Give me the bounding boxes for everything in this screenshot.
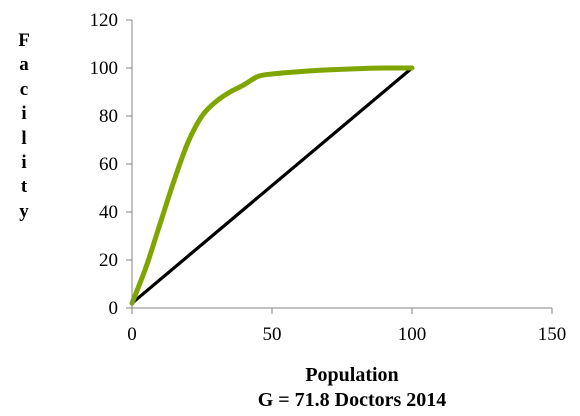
y-tick-label: 120 — [90, 10, 119, 31]
x-tick-label: 150 — [538, 324, 567, 345]
y-tick-label: 0 — [109, 298, 119, 319]
y-tick-label: 80 — [99, 106, 118, 127]
y-axis-label-letter: a — [19, 54, 29, 76]
y-tick-label: 40 — [99, 202, 118, 223]
axes: 0 20 40 60 80 100 120 0 50 100 150 — [90, 10, 567, 345]
y-axis-label-letter: l — [21, 127, 27, 149]
y-tick-label: 60 — [99, 154, 118, 175]
x-tick-label: 100 — [398, 324, 427, 345]
y-axis-label-letter: i — [21, 103, 27, 125]
y-tick-label: 20 — [99, 250, 118, 271]
x-tick-label: 50 — [263, 324, 282, 345]
series-group — [129, 65, 415, 306]
lorenz-curve-line — [129, 65, 415, 306]
y-axis-label-letter: i — [21, 152, 27, 173]
equality-line — [130, 66, 414, 305]
y-axis-label-letter: c — [19, 78, 29, 100]
y-axis-label-letter: t — [20, 176, 28, 198]
y-tick-label: 100 — [90, 58, 119, 79]
x-tick-label: 0 — [127, 324, 137, 345]
x-axis-label: Population — [305, 364, 399, 386]
y-axis-label-letter: y — [19, 200, 29, 222]
y-axis-label-letter: F — [18, 30, 30, 51]
chart-caption: G = 71.8 Doctors 2014 — [257, 389, 447, 411]
